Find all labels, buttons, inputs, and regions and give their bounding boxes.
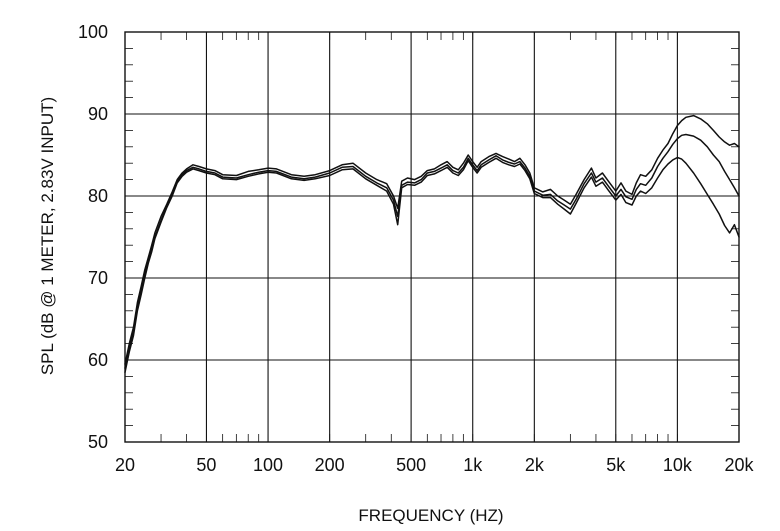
series-line-3 — [124, 156, 740, 374]
x-tick-label: 10k — [663, 455, 693, 475]
y-tick-label: 70 — [88, 268, 108, 288]
y-tick-label: 100 — [78, 22, 108, 42]
series-line-1 — [124, 114, 740, 365]
x-tick-label: 2k — [525, 455, 545, 475]
x-tick-label: 20k — [724, 455, 754, 475]
x-tick-label: 500 — [396, 455, 426, 475]
series-line-2 — [124, 133, 740, 369]
x-axis-title: FREQUENCY (HZ) — [358, 506, 503, 525]
y-tick-label: 90 — [88, 104, 108, 124]
y-tick-label: 60 — [88, 350, 108, 370]
y-tick-label: 80 — [88, 186, 108, 206]
x-tick-label: 100 — [253, 455, 283, 475]
y-axis-title: SPL (dB @ 1 METER, 2.83V INPUT) — [38, 97, 57, 375]
x-tick-label: 20 — [115, 455, 135, 475]
plot-frame — [124, 31, 740, 443]
x-tick-label: 5k — [606, 455, 626, 475]
chart-tick-labels: 20 50 100 200 500 1k 2k 5k 10k 20k 50 60 70 80 90 100 — [78, 22, 755, 475]
x-tick-label: 1k — [463, 455, 483, 475]
chart-grid — [124, 31, 740, 443]
chart-series-group — [124, 114, 740, 374]
x-tick-label: 50 — [196, 455, 216, 475]
y-tick-label: 50 — [88, 432, 108, 452]
x-tick-label: 200 — [315, 455, 345, 475]
